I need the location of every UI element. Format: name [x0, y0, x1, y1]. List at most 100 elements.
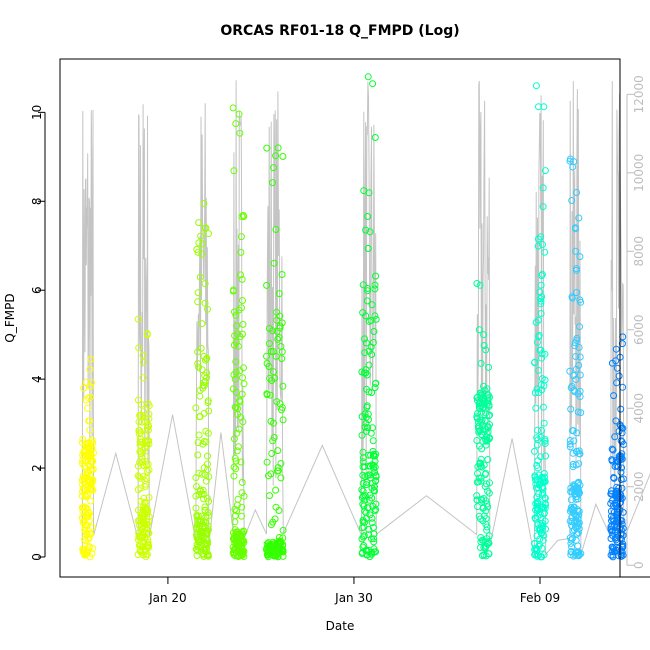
data-point — [614, 490, 622, 498]
data-point — [618, 429, 626, 437]
data-point — [276, 312, 284, 320]
data-point — [233, 429, 241, 437]
data-point — [230, 435, 238, 443]
data-point — [574, 408, 582, 416]
data-point — [570, 372, 577, 379]
data-point — [612, 490, 620, 498]
data-point — [618, 340, 626, 348]
data-point — [231, 332, 239, 340]
data-point — [538, 427, 545, 434]
data-point — [278, 271, 286, 278]
data-point — [607, 507, 615, 515]
data-point — [263, 390, 271, 398]
data-point — [88, 379, 95, 387]
data-point — [540, 419, 548, 427]
data-point — [271, 552, 279, 560]
data-point — [233, 537, 241, 545]
data-point — [266, 492, 273, 500]
data-point — [367, 429, 375, 437]
series-rf06 — [358, 73, 380, 561]
data-point — [192, 504, 200, 512]
data-point — [86, 426, 94, 434]
data-point — [568, 197, 576, 204]
data-point — [198, 320, 206, 328]
data-point — [533, 462, 541, 469]
series-rf07 — [473, 280, 494, 560]
data-point — [371, 463, 379, 471]
data-point — [532, 404, 540, 412]
y2-tick-label: 10000 — [632, 154, 646, 192]
data-point — [474, 463, 482, 471]
y2-tick-label: 2000 — [632, 471, 646, 502]
data-point — [232, 530, 240, 538]
data-point — [535, 331, 543, 339]
data-point — [88, 550, 96, 558]
data-point — [486, 411, 494, 419]
y2-tick-label: 12000 — [632, 75, 646, 113]
data-point — [540, 470, 548, 477]
data-point — [78, 476, 86, 484]
data-point — [573, 429, 581, 437]
data-point — [536, 346, 544, 354]
data-point — [537, 381, 545, 389]
data-point — [143, 330, 151, 338]
data-point — [232, 120, 240, 128]
data-point — [358, 413, 366, 421]
data-point — [485, 489, 493, 497]
data-point — [83, 493, 91, 501]
data-point — [237, 233, 245, 241]
data-point — [145, 410, 153, 418]
data-point — [371, 312, 379, 320]
data-point — [82, 378, 90, 386]
data-point — [193, 545, 201, 553]
data-point — [538, 544, 546, 552]
data-point — [531, 359, 538, 367]
data-point — [237, 458, 245, 466]
data-point — [192, 404, 200, 412]
data-point — [279, 534, 287, 542]
data-point — [482, 409, 490, 417]
data-point — [575, 508, 583, 515]
data-point — [266, 391, 274, 399]
data-point — [265, 363, 273, 370]
data-point — [371, 384, 379, 392]
data-point — [139, 351, 147, 359]
data-point — [235, 425, 243, 433]
data-point — [365, 471, 372, 479]
data-point — [473, 437, 481, 444]
data-point — [540, 103, 548, 111]
data-point — [270, 419, 277, 427]
data-point — [608, 517, 615, 525]
data-point — [139, 374, 147, 382]
data-point — [204, 551, 212, 559]
x-tick-label: Jan 20 — [148, 591, 187, 605]
data-point — [232, 465, 240, 473]
data-point — [368, 514, 376, 522]
data-point — [234, 342, 242, 350]
y2-axis: 0 2000 4000 6000 8000 10000 12000 — [626, 75, 646, 569]
data-point — [238, 478, 246, 486]
data-point — [541, 248, 549, 256]
data-point — [81, 524, 89, 532]
data-point — [263, 540, 271, 548]
y-tick-label: 8 — [30, 197, 44, 205]
data-point — [278, 348, 286, 356]
data-point — [361, 492, 369, 500]
data-point — [235, 306, 243, 314]
data-point — [368, 389, 376, 397]
data-point — [575, 214, 583, 222]
data-point — [531, 546, 539, 554]
data-point — [370, 548, 378, 556]
data-point — [79, 545, 87, 553]
data-point — [484, 428, 492, 435]
series-rf09 — [566, 155, 585, 560]
data-point — [200, 464, 208, 472]
data-point — [136, 411, 144, 419]
data-point — [200, 522, 208, 530]
data-point — [476, 427, 484, 435]
data-point — [570, 526, 578, 534]
data-point — [194, 289, 202, 297]
data-point — [141, 483, 149, 491]
data-point — [201, 503, 209, 511]
